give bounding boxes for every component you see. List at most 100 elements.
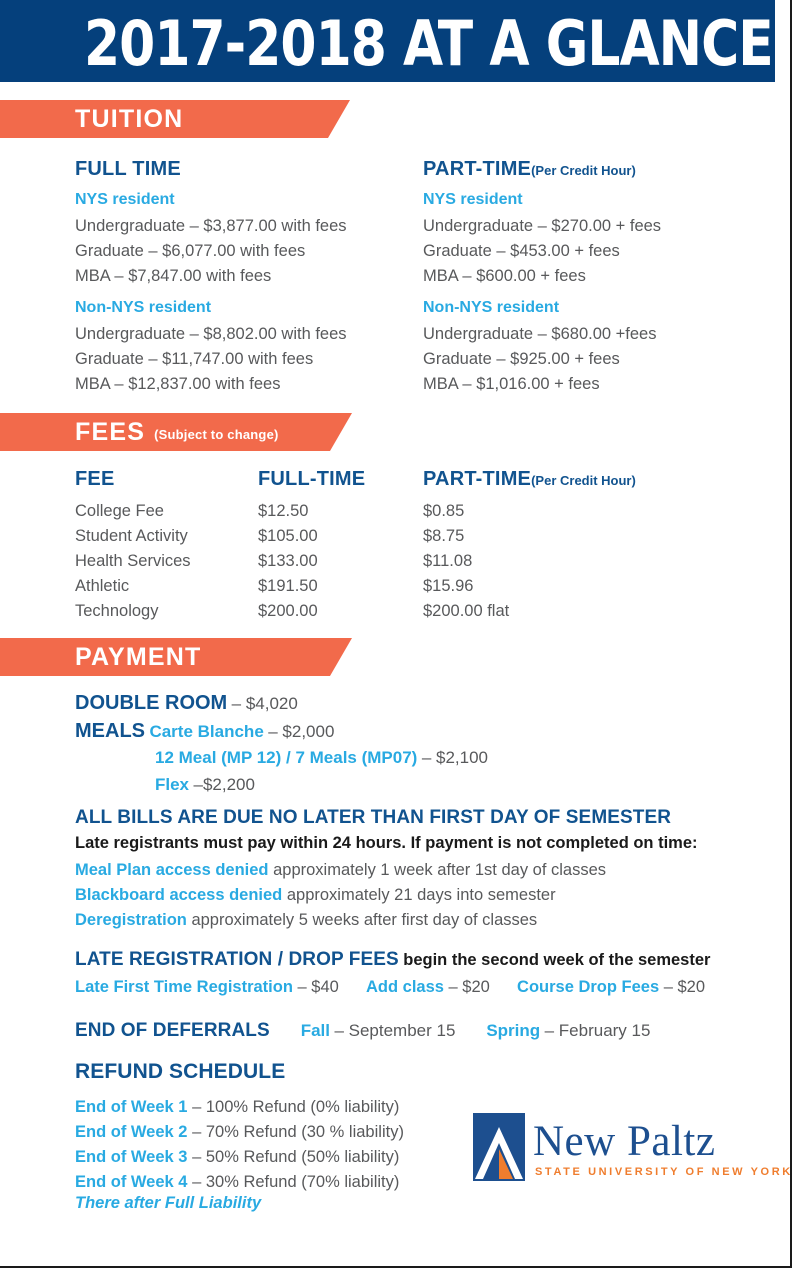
- double-room-label: DOUBLE ROOM: [75, 692, 228, 714]
- tuition-part-time-group-1-line-1: Graduate – $925.00 + fees: [423, 350, 620, 368]
- late-registration-item-2-amount: – $20: [663, 978, 706, 996]
- refund-row-3-key: End of Week 4: [75, 1173, 188, 1191]
- late-registration-items: Late First Time Registration – $40 Add c…: [75, 975, 705, 1000]
- fees-row-2-full-time: $133.00: [258, 552, 318, 570]
- tuition-banner-label: TUITION: [75, 104, 184, 133]
- tuition-full-time-group-0-line-2: MBA – $7,847.00 with fees: [75, 267, 272, 285]
- tuition-full-time-group-0-label: NYS resident: [75, 191, 175, 208]
- deferrals-item-1-value: – February 15: [544, 1021, 651, 1040]
- tuition-part-time-heading: PART-TIME(Per Credit Hour): [423, 158, 636, 181]
- fees-row-0-part-time: $0.85: [423, 502, 465, 520]
- fees-row-3-full-time: $191.50: [258, 577, 318, 595]
- tuition-full-time-group-1-line-2: MBA – $12,837.00 with fees: [75, 375, 281, 393]
- fees-row-3-name: Athletic: [75, 577, 130, 595]
- fees-row-2-part-time: $11.08: [423, 552, 473, 570]
- fees-column-header-part-time-note: (Per Credit Hour): [531, 473, 636, 488]
- fees-row-1-part-time: $8.75: [423, 527, 465, 545]
- late-registration-item-0-amount: – $40: [297, 978, 339, 996]
- double-room-amount: – $4,020: [231, 694, 298, 713]
- logo-tagline: STATE UNIVERSITY OF NEW YORK: [535, 1166, 792, 1178]
- late-registration-item-1-amount: – $20: [448, 978, 490, 996]
- fees-row-0-full-time: $12.50: [258, 502, 309, 520]
- bills-consequence-2-detail: approximately 5 weeks after first day of…: [191, 911, 538, 929]
- tuition-section-banner: TUITION: [0, 100, 350, 138]
- late-registration-heading-tail: begin the second week of the semester: [403, 951, 711, 969]
- meals-plan-2-row: Flex –$2,200: [155, 775, 255, 795]
- tuition-part-time-group-1-line-0: Undergraduate – $680.00 +fees: [423, 325, 657, 343]
- meals-plan-1-name: 12 Meal (MP 12) / 7 Meals (MP07): [155, 748, 418, 767]
- fees-row-1-name: Student Activity: [75, 527, 188, 545]
- bills-consequence-2: Deregistration approximately 5 weeks aft…: [75, 908, 537, 932]
- late-registration-item-2-key: Course Drop Fees: [517, 978, 660, 996]
- late-registration-item-1-key: Add class: [366, 978, 444, 996]
- tuition-part-time-group-0-line-0: Undergraduate – $270.00 + fees: [423, 217, 662, 235]
- tuition-full-time-heading: FULL TIME: [75, 158, 181, 180]
- refund-row-0-key: End of Week 1: [75, 1098, 188, 1116]
- meals-label: MEALS: [75, 720, 145, 742]
- fees-row-3-part-time: $15.96: [423, 577, 474, 595]
- refund-row-1-value: – 70% Refund (30 % liability): [192, 1123, 404, 1141]
- meals-plan-0-amount: – $2,000: [268, 722, 335, 741]
- late-registration-heading: LATE REGISTRATION / DROP FEES: [75, 949, 399, 970]
- bills-consequence-1: Blackboard access denied approximately 2…: [75, 883, 556, 907]
- refund-row-2-value: – 50% Refund (50% liability): [192, 1148, 400, 1166]
- tuition-full-time-group-1-line-0: Undergraduate – $8,802.00 with fees: [75, 325, 347, 343]
- deferrals-item-1-key: Spring: [486, 1021, 541, 1040]
- tuition-part-time-group-0-label: NYS resident: [423, 191, 523, 208]
- tuition-part-time-group-0-line-2: MBA – $600.00 + fees: [423, 267, 586, 285]
- meals-plan-2-amount: –$2,200: [193, 775, 255, 794]
- double-room-row: DOUBLE ROOM – $4,020: [75, 692, 298, 715]
- refund-schedule-heading: REFUND SCHEDULE: [75, 1060, 286, 1083]
- deferrals-item-0-key: Fall: [300, 1021, 330, 1040]
- refund-row-2-key: End of Week 3: [75, 1148, 188, 1166]
- deferrals-heading: END OF DEFERRALS: [75, 1020, 270, 1041]
- tuition-full-time-group-0-line-1: Graduate – $6,077.00 with fees: [75, 242, 306, 260]
- page-title: 2017-2018 AT A GLANCE: [84, 7, 774, 80]
- refund-row-0-value: – 100% Refund (0% liability): [192, 1098, 400, 1116]
- refund-row-0: End of Week 1 – 100% Refund (0% liabilit…: [75, 1095, 399, 1120]
- bills-consequence-0-key: Meal Plan access denied: [75, 861, 269, 879]
- bills-subheading: Late registrants must pay within 24 hour…: [75, 834, 698, 852]
- fees-column-header-part-time-text: PART-TIME: [423, 468, 532, 490]
- fees-section-banner: FEES (Subject to change): [0, 413, 352, 451]
- refund-footer: There after Full Liability: [75, 1194, 262, 1212]
- tuition-part-time-heading-text: PART-TIME: [423, 158, 532, 180]
- fees-row-4-full-time: $200.00: [258, 602, 318, 620]
- bills-consequence-1-key: Blackboard access denied: [75, 886, 283, 904]
- fees-banner-label: FEES: [75, 417, 146, 446]
- refund-row-3: End of Week 4 – 30% Refund (70% liabilit…: [75, 1170, 399, 1195]
- new-paltz-shield-icon: [473, 1113, 525, 1181]
- meals-row: MEALS Carte Blanche – $2,000: [75, 720, 334, 743]
- fees-row-0-name: College Fee: [75, 502, 164, 520]
- page-header-band: 2017-2018 AT A GLANCE: [0, 0, 775, 82]
- bills-consequence-0: Meal Plan access denied approximately 1 …: [75, 858, 606, 882]
- fees-row-4-name: Technology: [75, 602, 159, 620]
- fees-banner-note: (Subject to change): [154, 426, 279, 442]
- meals-plan-2-name: Flex: [155, 775, 190, 794]
- payment-section-banner: PAYMENT: [0, 638, 352, 676]
- fees-column-header-fee: FEE: [75, 468, 115, 490]
- deferrals-item-0-value: – September 15: [334, 1021, 456, 1040]
- tuition-full-time-group-1-label: Non-NYS resident: [75, 299, 212, 316]
- late-registration-heading-row: LATE REGISTRATION / DROP FEES begin the …: [75, 949, 710, 971]
- tuition-part-time-group-1-label: Non-NYS resident: [423, 299, 560, 316]
- late-registration-item-0-key: Late First Time Registration: [75, 978, 293, 996]
- bills-consequence-2-key: Deregistration: [75, 911, 187, 929]
- meals-plan-0-name: Carte Blanche: [149, 722, 264, 741]
- bills-heading: ALL BILLS ARE DUE NO LATER THAN FIRST DA…: [75, 807, 672, 828]
- fees-column-header-full-time: FULL-TIME: [258, 468, 366, 490]
- refund-row-1: End of Week 2 – 70% Refund (30 % liabili…: [75, 1120, 404, 1145]
- fees-column-header-part-time: PART-TIME(Per Credit Hour): [423, 468, 636, 491]
- refund-row-3-value: – 30% Refund (70% liability): [192, 1173, 400, 1191]
- bills-consequence-0-detail: approximately 1 week after 1st day of cl…: [273, 861, 607, 879]
- fees-row-4-part-time: $200.00 flat: [423, 602, 510, 620]
- refund-row-2: End of Week 3 – 50% Refund (50% liabilit…: [75, 1145, 399, 1170]
- meals-plan-1-amount: – $2,100: [421, 748, 488, 767]
- payment-banner-label: PAYMENT: [75, 642, 202, 671]
- tuition-part-time-heading-note: (Per Credit Hour): [531, 163, 636, 178]
- tuition-full-time-group-0-line-0: Undergraduate – $3,877.00 with fees: [75, 217, 347, 235]
- refund-row-1-key: End of Week 2: [75, 1123, 188, 1141]
- meals-plan-1-row: 12 Meal (MP 12) / 7 Meals (MP07) – $2,10…: [155, 748, 488, 768]
- tuition-part-time-group-0-line-1: Graduate – $453.00 + fees: [423, 242, 620, 260]
